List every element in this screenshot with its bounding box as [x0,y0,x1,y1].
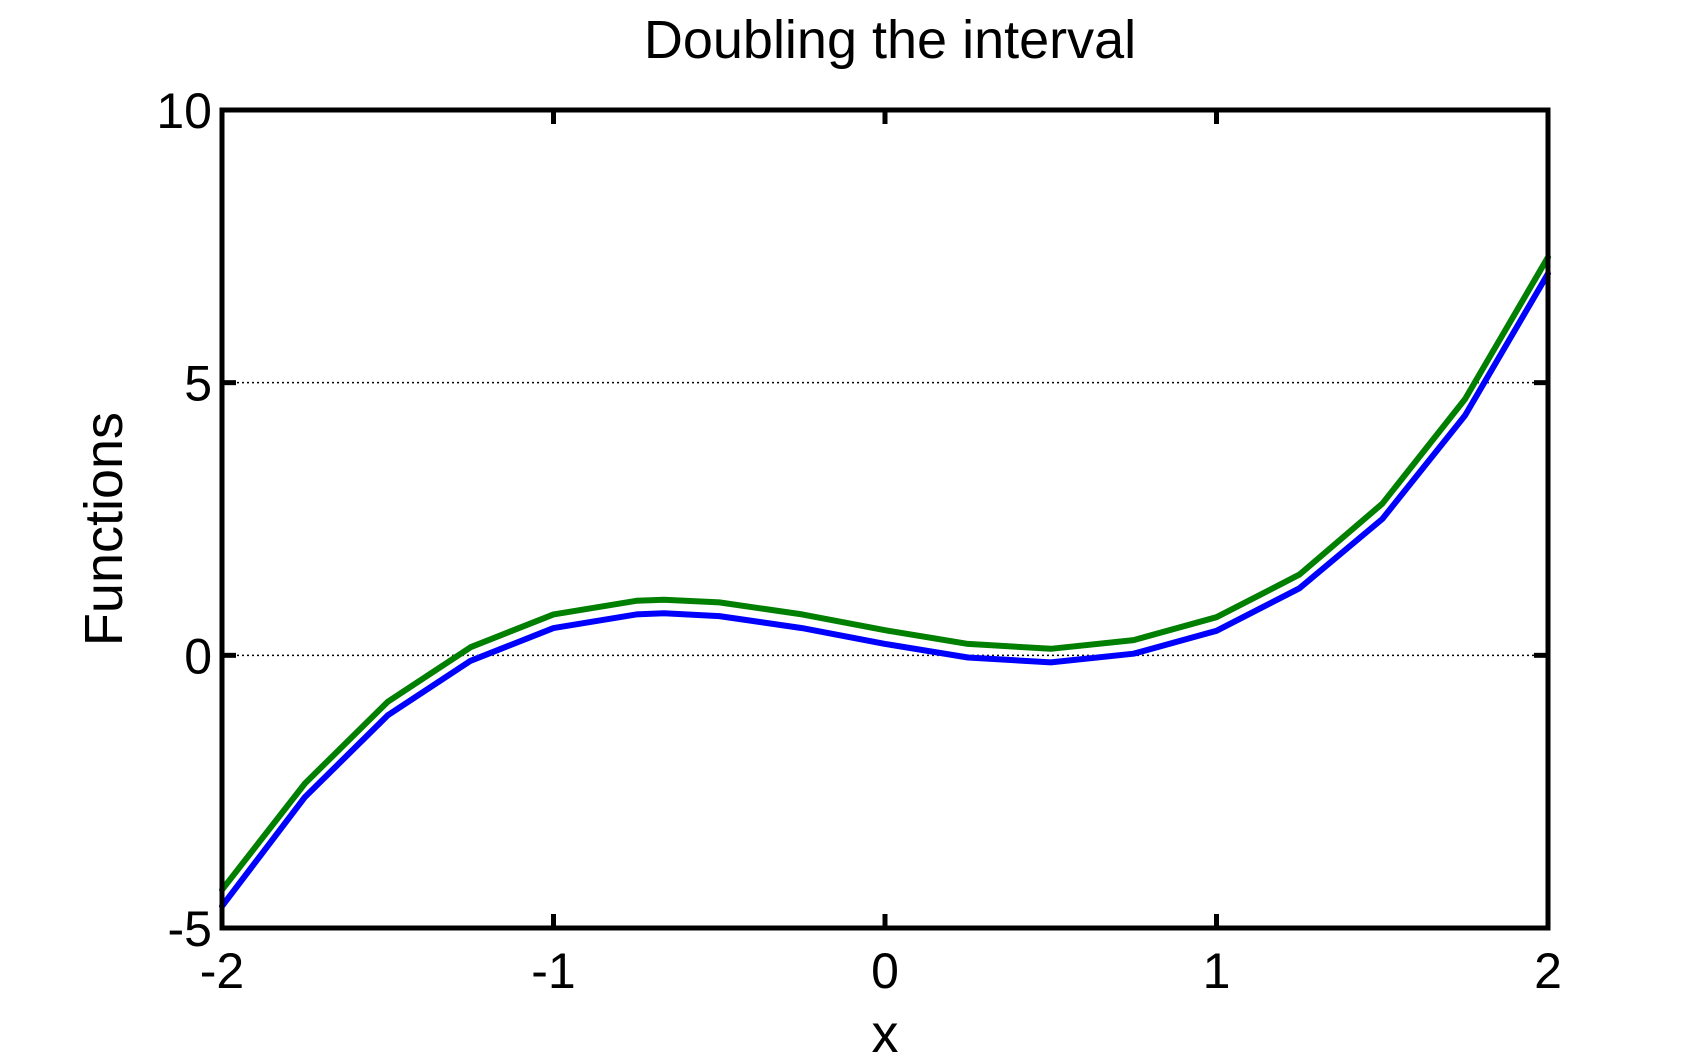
x-tick-label: -1 [531,943,575,999]
grid-lines [222,381,1548,657]
series-layer [219,254,1551,910]
y-tick-label: 5 [184,356,212,412]
y-axis-label: Functions [74,412,134,646]
x-axis-label: x [872,1004,899,1057]
x-tick-label: 2 [1534,943,1562,999]
x-tick-label: -2 [200,943,244,999]
series-line-1 [219,270,1551,910]
x-tick-label: 0 [871,943,899,999]
plot-frame [219,107,1551,931]
y-tick-label: 0 [184,628,212,684]
axis-ticks: -2 -1 0 1 2 -5 0 5 10 [156,83,1562,999]
y-tick-label: -5 [168,901,212,957]
series-line-2 [219,254,1551,893]
y-tick-label: 10 [156,83,212,139]
chart-title: Doubling the interval [644,10,1136,70]
x-tick-label: 1 [1203,943,1231,999]
